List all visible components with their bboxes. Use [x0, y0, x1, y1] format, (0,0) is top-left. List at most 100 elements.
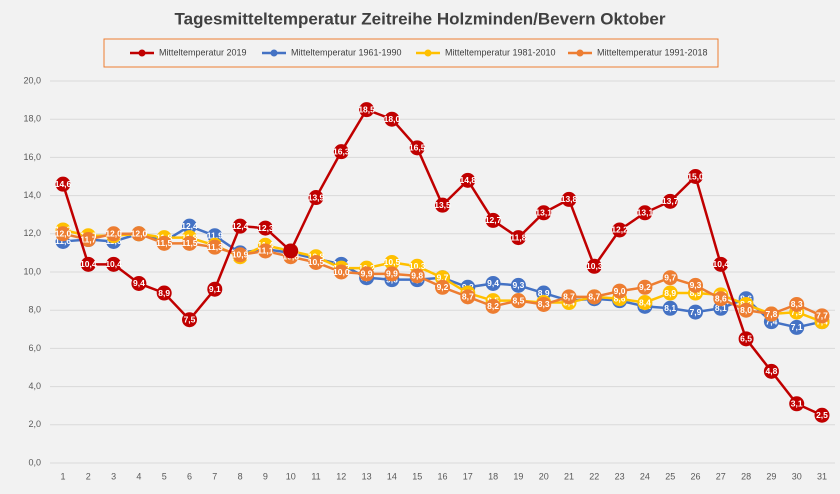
x-tick-label: 2 [86, 471, 91, 481]
x-tick-label: 21 [564, 471, 574, 481]
data-point [106, 256, 122, 272]
data-label: 12,2 [611, 225, 628, 235]
x-tick-label: 17 [463, 471, 473, 481]
data-label: 10,4 [713, 259, 730, 269]
data-point [485, 275, 501, 291]
x-tick-label: 18 [488, 471, 498, 481]
data-point [359, 266, 375, 282]
x-tick-label: 8 [238, 471, 243, 481]
x-tick-label: 4 [136, 471, 141, 481]
data-point [232, 218, 248, 234]
data-label: 8,3 [538, 299, 550, 309]
data-label: 14,6 [55, 179, 72, 189]
x-tick-label: 25 [665, 471, 675, 481]
legend-marker [424, 49, 432, 57]
x-tick-label: 1 [60, 471, 65, 481]
data-label: 9,3 [690, 280, 702, 290]
data-point [333, 264, 349, 280]
x-tick-label: 26 [690, 471, 700, 481]
data-point [257, 220, 273, 236]
data-point [460, 172, 476, 188]
data-point [131, 275, 147, 291]
data-label: 8,7 [563, 292, 575, 302]
data-point [738, 331, 754, 347]
legend-label: Mitteltemperatur 1961-1990 [291, 47, 402, 57]
data-point [637, 279, 653, 295]
data-point [789, 319, 805, 335]
data-point [156, 285, 172, 301]
data-label: 3,1 [791, 399, 803, 409]
legend-marker [138, 49, 146, 57]
data-point [789, 296, 805, 312]
data-label: 9,3 [512, 280, 524, 290]
data-point [814, 407, 830, 423]
data-point [637, 295, 653, 311]
data-point [763, 363, 779, 379]
data-point [257, 243, 273, 259]
x-tick-label: 19 [513, 471, 523, 481]
data-point [409, 268, 425, 284]
data-point [232, 247, 248, 263]
x-tick-label: 9 [263, 471, 268, 481]
data-label: 9,4 [133, 278, 145, 288]
data-label: 10,4 [80, 259, 97, 269]
series-markers: 14,6 10,4 10,4 9,4 8,9 7,5 9,1 12,4 12,3 13,9 16,3… [55, 102, 830, 423]
data-label: 12,7 [485, 215, 502, 225]
data-label: 8,1 [664, 303, 676, 313]
data-label: 10,0 [333, 267, 350, 277]
x-tick-label: 14 [387, 471, 397, 481]
y-tick-label: 14,0 [23, 190, 41, 200]
data-label: 10,4 [105, 259, 122, 269]
y-tick-label: 18,0 [23, 114, 41, 124]
data-label: 13,5 [434, 200, 451, 210]
data-point [536, 205, 552, 221]
data-point [460, 289, 476, 305]
x-tick-label: 11 [311, 471, 320, 481]
data-point [308, 190, 324, 206]
data-label: 8,1 [715, 303, 727, 313]
data-label: 9,9 [386, 269, 398, 279]
data-label: 7,9 [690, 307, 702, 317]
data-label: 13,1 [535, 208, 552, 218]
data-label: 10,5 [384, 257, 401, 267]
data-label: 12,4 [232, 221, 249, 231]
data-point [156, 235, 172, 251]
data-point [662, 270, 678, 286]
data-point [561, 191, 577, 207]
data-point [586, 289, 602, 305]
data-label: 10,3 [409, 261, 426, 271]
data-point [435, 197, 450, 213]
data-point [814, 308, 830, 324]
data-point [106, 226, 122, 242]
data-label: 16,3 [333, 146, 350, 156]
data-point [485, 212, 501, 228]
data-point [333, 144, 349, 160]
data-label: 8,9 [158, 288, 170, 298]
data-label: 8,9 [538, 288, 550, 298]
data-label: 16,5 [409, 143, 426, 153]
chart-title: Tagesmitteltemperatur Zeitreihe Holzmind… [175, 9, 666, 28]
data-label: 7,1 [791, 322, 803, 332]
data-label: 9,4 [487, 278, 499, 288]
x-tick-label: 23 [615, 471, 625, 481]
data-label: 8,7 [588, 292, 600, 302]
data-point [80, 256, 96, 272]
data-point [384, 254, 400, 270]
data-label: 13,7 [662, 196, 679, 206]
legend-label: Mitteltemperatur 2019 [159, 47, 247, 57]
data-point [612, 222, 628, 238]
data-point [713, 291, 729, 307]
y-tick-label: 12,0 [23, 228, 41, 238]
data-point [409, 140, 425, 156]
data-point [536, 296, 552, 312]
data-point [510, 293, 526, 309]
data-label: 7,8 [765, 309, 777, 319]
data-point [384, 111, 400, 127]
x-tick-label: 10 [286, 471, 296, 481]
data-point [359, 102, 375, 118]
data-point [688, 277, 703, 293]
data-label: 11,5 [181, 238, 197, 248]
data-label: 11,3 [207, 242, 223, 252]
data-label: 7,5 [184, 315, 196, 325]
